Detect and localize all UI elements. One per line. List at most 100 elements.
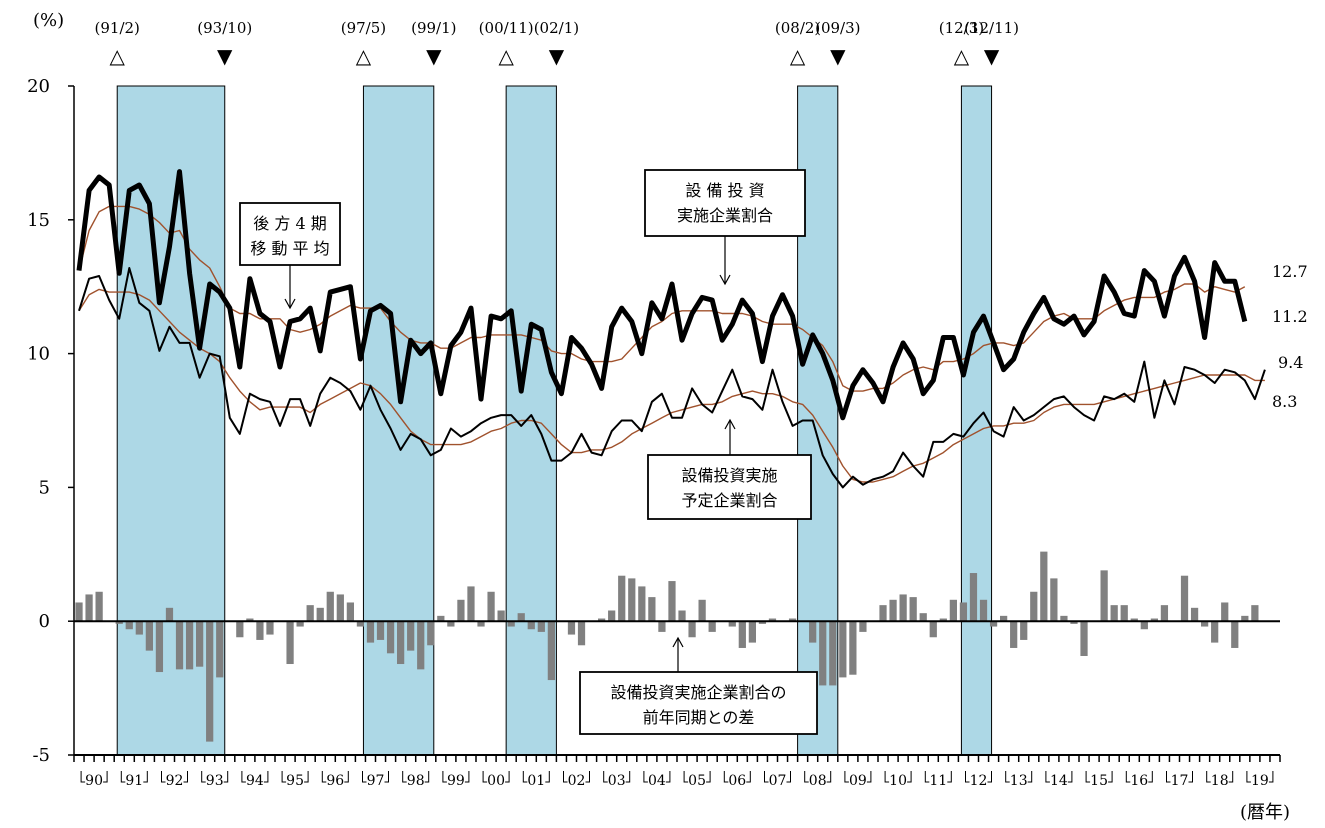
diff-bar — [648, 597, 656, 622]
diff-bar — [1160, 605, 1169, 622]
annotation-text: 設備投資実施企業割合の — [610, 683, 786, 702]
diff-bar — [698, 599, 706, 622]
diff-bar — [989, 621, 998, 627]
annotation-box — [644, 169, 806, 237]
x-tick-bracket — [1166, 771, 1171, 783]
diff-bar — [979, 599, 988, 622]
diff-bar — [678, 610, 686, 622]
end-labels: 12.7 11.2 9.4 8.3 — [1272, 262, 1308, 411]
diff-bar — [728, 621, 736, 627]
x-tick-label: 90 — [85, 773, 103, 789]
diff-bar — [608, 610, 616, 622]
diff-bar — [758, 621, 767, 624]
x-tick-bracket — [482, 771, 488, 783]
x-tick-label: 04 — [648, 773, 666, 789]
trough-marker: ▼ — [984, 44, 1000, 68]
diff-bar — [738, 621, 746, 648]
end-label: 9.4 — [1278, 353, 1303, 372]
x-tick-bracket — [384, 771, 389, 783]
x-tick-bracket — [603, 771, 608, 783]
diff-bar — [1120, 605, 1128, 622]
diff-bar — [1251, 605, 1259, 622]
peak-date-label: (97/5) — [341, 19, 386, 37]
end-label: 8.3 — [1272, 392, 1297, 411]
peak-marker: △ — [498, 44, 514, 68]
x-tick-bracket — [665, 771, 671, 783]
peak-marker: △ — [356, 44, 372, 68]
end-label: 12.7 — [1272, 262, 1308, 281]
diff-bar — [708, 621, 716, 632]
y-tick-label: 15 — [27, 210, 50, 231]
diff-bar — [407, 621, 415, 651]
diff-bar — [819, 621, 827, 686]
diff-bar — [1110, 605, 1118, 622]
x-tick-label: 15 — [1090, 773, 1108, 789]
x-tick-label: 93 — [206, 773, 224, 789]
diff-bar — [286, 621, 294, 665]
y-tick-label: 10 — [27, 344, 50, 365]
x-tick-bracket — [143, 771, 148, 783]
x-tick-bracket — [1045, 771, 1050, 783]
diff-bar — [1050, 578, 1058, 622]
diff-bar — [356, 621, 365, 627]
y-tick-label: 5 — [39, 477, 50, 498]
x-tick-bracket — [161, 771, 166, 783]
x-tick-label: 09 — [849, 773, 867, 789]
x-tick-bracket — [344, 771, 349, 783]
trough-date-label: (09/3) — [815, 19, 860, 37]
diff-bar — [527, 621, 535, 630]
diff-bar — [175, 621, 184, 670]
diff-bar — [115, 621, 123, 624]
annotation-text: 実施企業割合 — [677, 206, 773, 225]
x-tick-bracket — [987, 771, 992, 783]
x-tick-bracket — [884, 771, 890, 783]
diff-bar — [346, 602, 354, 622]
trough-marker: ▼ — [217, 44, 233, 68]
annotation-text: 設備投資実施 — [681, 466, 777, 485]
x-tick-bracket — [1148, 771, 1153, 783]
x-tick-label: 12 — [970, 773, 988, 789]
diff-bar — [1231, 621, 1239, 648]
x-tick-label: 94 — [246, 773, 264, 789]
diff-bar — [1080, 621, 1088, 656]
diff-bar — [829, 621, 837, 686]
x-tick-bracket — [321, 771, 327, 783]
x-tick-bracket — [563, 771, 568, 783]
peak-date-label: (12/3) — [939, 19, 984, 37]
x-tick-bracket — [1268, 771, 1274, 783]
x-tick-bracket — [281, 771, 287, 783]
x-tick-bracket — [1005, 771, 1010, 783]
diff-bar — [577, 621, 586, 646]
diff-bar — [969, 573, 978, 622]
diff-bar — [1010, 621, 1018, 648]
x-tick-label: 91 — [125, 773, 143, 789]
trough-date-label: (99/1) — [411, 19, 456, 37]
x-tick-bracket — [424, 771, 430, 783]
annotation-box — [239, 202, 341, 266]
diff-bar — [668, 581, 676, 622]
x-tick-bracket — [804, 771, 809, 783]
series-lines — [76, 169, 1266, 489]
diff-bar — [366, 621, 375, 643]
peak-date-label: (91/2) — [95, 19, 140, 37]
x-tick-bracket — [362, 771, 367, 783]
x-tick-label: 00 — [487, 773, 505, 789]
annotation-arrow-head — [672, 636, 684, 648]
diff-bar — [125, 621, 133, 630]
diff-bar — [196, 621, 204, 667]
x-tick-label: 11 — [929, 773, 947, 789]
x-tick-bracket — [442, 771, 447, 783]
diff-bar — [1211, 621, 1219, 643]
x-tick-bracket — [746, 771, 751, 783]
x-tick-label: 96 — [326, 773, 344, 789]
x-tick-bracket — [263, 771, 269, 783]
diff-bar — [1000, 615, 1008, 622]
x-tick-label: 99 — [447, 773, 465, 789]
diff-bar — [467, 586, 475, 622]
diff-bar — [1221, 602, 1229, 622]
x-tick-label: 05 — [688, 773, 706, 789]
annotation-arrow-head — [724, 418, 736, 430]
peak-marker: △ — [110, 44, 126, 68]
x-tick-bracket — [201, 771, 206, 783]
diff-bar — [1241, 615, 1249, 622]
